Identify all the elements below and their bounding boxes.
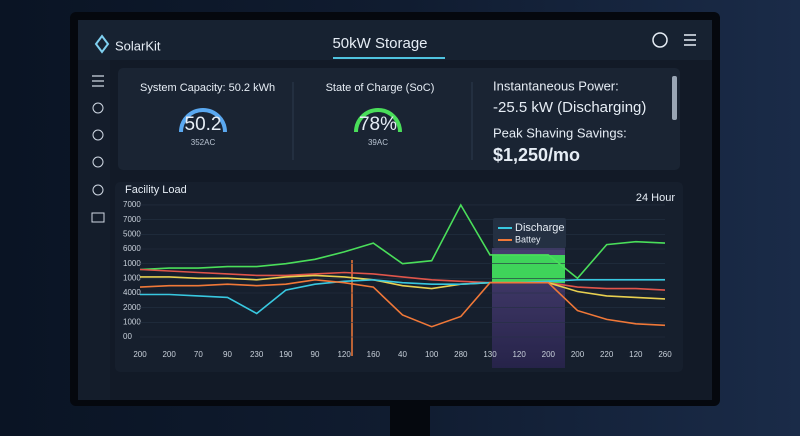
capacity-label: System Capacity: 50.2 kWh bbox=[140, 82, 275, 94]
nav-icon[interactable] bbox=[92, 184, 104, 196]
series-line bbox=[140, 274, 666, 300]
x-tick-label: 190 bbox=[279, 350, 293, 359]
monitor-stand bbox=[390, 402, 430, 436]
page-title: 50kW Storage bbox=[332, 35, 427, 52]
legend-label: Discharge bbox=[515, 222, 565, 234]
y-tick-label: 6000 bbox=[123, 244, 141, 253]
capacity-gauge bbox=[179, 108, 227, 133]
savings-label: Peak Shaving Savings: bbox=[493, 125, 627, 140]
x-tick-label: 70 bbox=[194, 350, 203, 359]
soc-value: 78% bbox=[359, 114, 397, 135]
settings-icon[interactable] bbox=[652, 32, 668, 48]
y-tick-label: 1000 bbox=[123, 259, 141, 268]
x-tick-label: 200 bbox=[571, 350, 585, 359]
x-tick-label: 280 bbox=[454, 350, 468, 359]
y-tick-label: 1000 bbox=[123, 317, 141, 326]
y-tick-label: 7000 bbox=[123, 200, 141, 209]
x-tick-label: 90 bbox=[223, 350, 232, 359]
x-tick-label: 230 bbox=[250, 350, 264, 359]
x-tick-label: 200 bbox=[133, 350, 147, 359]
y-tick-label: 1000 bbox=[123, 273, 141, 282]
nav-icon[interactable] bbox=[92, 156, 104, 168]
x-tick-label: 120 bbox=[629, 350, 643, 359]
nav-icon[interactable] bbox=[91, 212, 105, 223]
header-bar bbox=[78, 20, 712, 60]
sidebar bbox=[78, 60, 110, 400]
power-label: Instantaneous Power: bbox=[493, 78, 619, 93]
x-tick-label: 200 bbox=[542, 350, 556, 359]
soc-gauge bbox=[354, 108, 402, 133]
series-line bbox=[139, 278, 666, 328]
chart-title: Facility Load bbox=[125, 184, 187, 196]
x-tick-label: 220 bbox=[600, 350, 614, 359]
x-tick-label: 100 bbox=[425, 350, 439, 359]
savings-value: $1,250/mo bbox=[493, 145, 580, 165]
y-tick-label: 5000 bbox=[123, 229, 141, 238]
y-tick-label: 00 bbox=[123, 332, 132, 341]
x-tick-label: 260 bbox=[658, 350, 672, 359]
series-line bbox=[140, 278, 665, 315]
x-tick-label: 200 bbox=[162, 350, 176, 359]
x-tick-label: 160 bbox=[367, 350, 381, 359]
y-tick-label: 4000 bbox=[123, 288, 141, 297]
capacity-sub: 352AC bbox=[191, 138, 216, 147]
brand: SolarKit bbox=[115, 38, 161, 53]
series-line bbox=[139, 203, 666, 280]
nav-icon[interactable] bbox=[92, 129, 104, 141]
capacity-value: 50.2 bbox=[185, 114, 222, 135]
nav-icon[interactable] bbox=[92, 102, 104, 114]
y-tick-label: 2000 bbox=[123, 303, 141, 312]
legend-label: Battey bbox=[515, 234, 541, 244]
summary-panel bbox=[118, 68, 680, 170]
scrollbar[interactable] bbox=[672, 76, 677, 120]
x-tick-label: 90 bbox=[311, 350, 320, 359]
range-label: 24 Hour bbox=[636, 192, 675, 204]
y-tick-label: 7000 bbox=[123, 215, 141, 224]
plot: 00 1000 2000 4000 1000 1000 6000 5000 7000 7000 20… bbox=[123, 200, 672, 359]
x-tick-label: 130 bbox=[483, 350, 497, 359]
soc-sub: 39AC bbox=[368, 138, 388, 147]
menu-icon[interactable] bbox=[684, 34, 696, 46]
series-line bbox=[139, 268, 666, 291]
nav-menu[interactable] bbox=[92, 75, 104, 87]
power-value: -25.5 kW (Discharging) bbox=[493, 99, 646, 116]
soc-label: State of Charge (SoC) bbox=[326, 82, 435, 94]
x-tick-label: 40 bbox=[398, 350, 407, 359]
logo bbox=[94, 34, 110, 54]
x-tick-label: 120 bbox=[337, 350, 351, 359]
x-tick-label: 120 bbox=[512, 350, 526, 359]
